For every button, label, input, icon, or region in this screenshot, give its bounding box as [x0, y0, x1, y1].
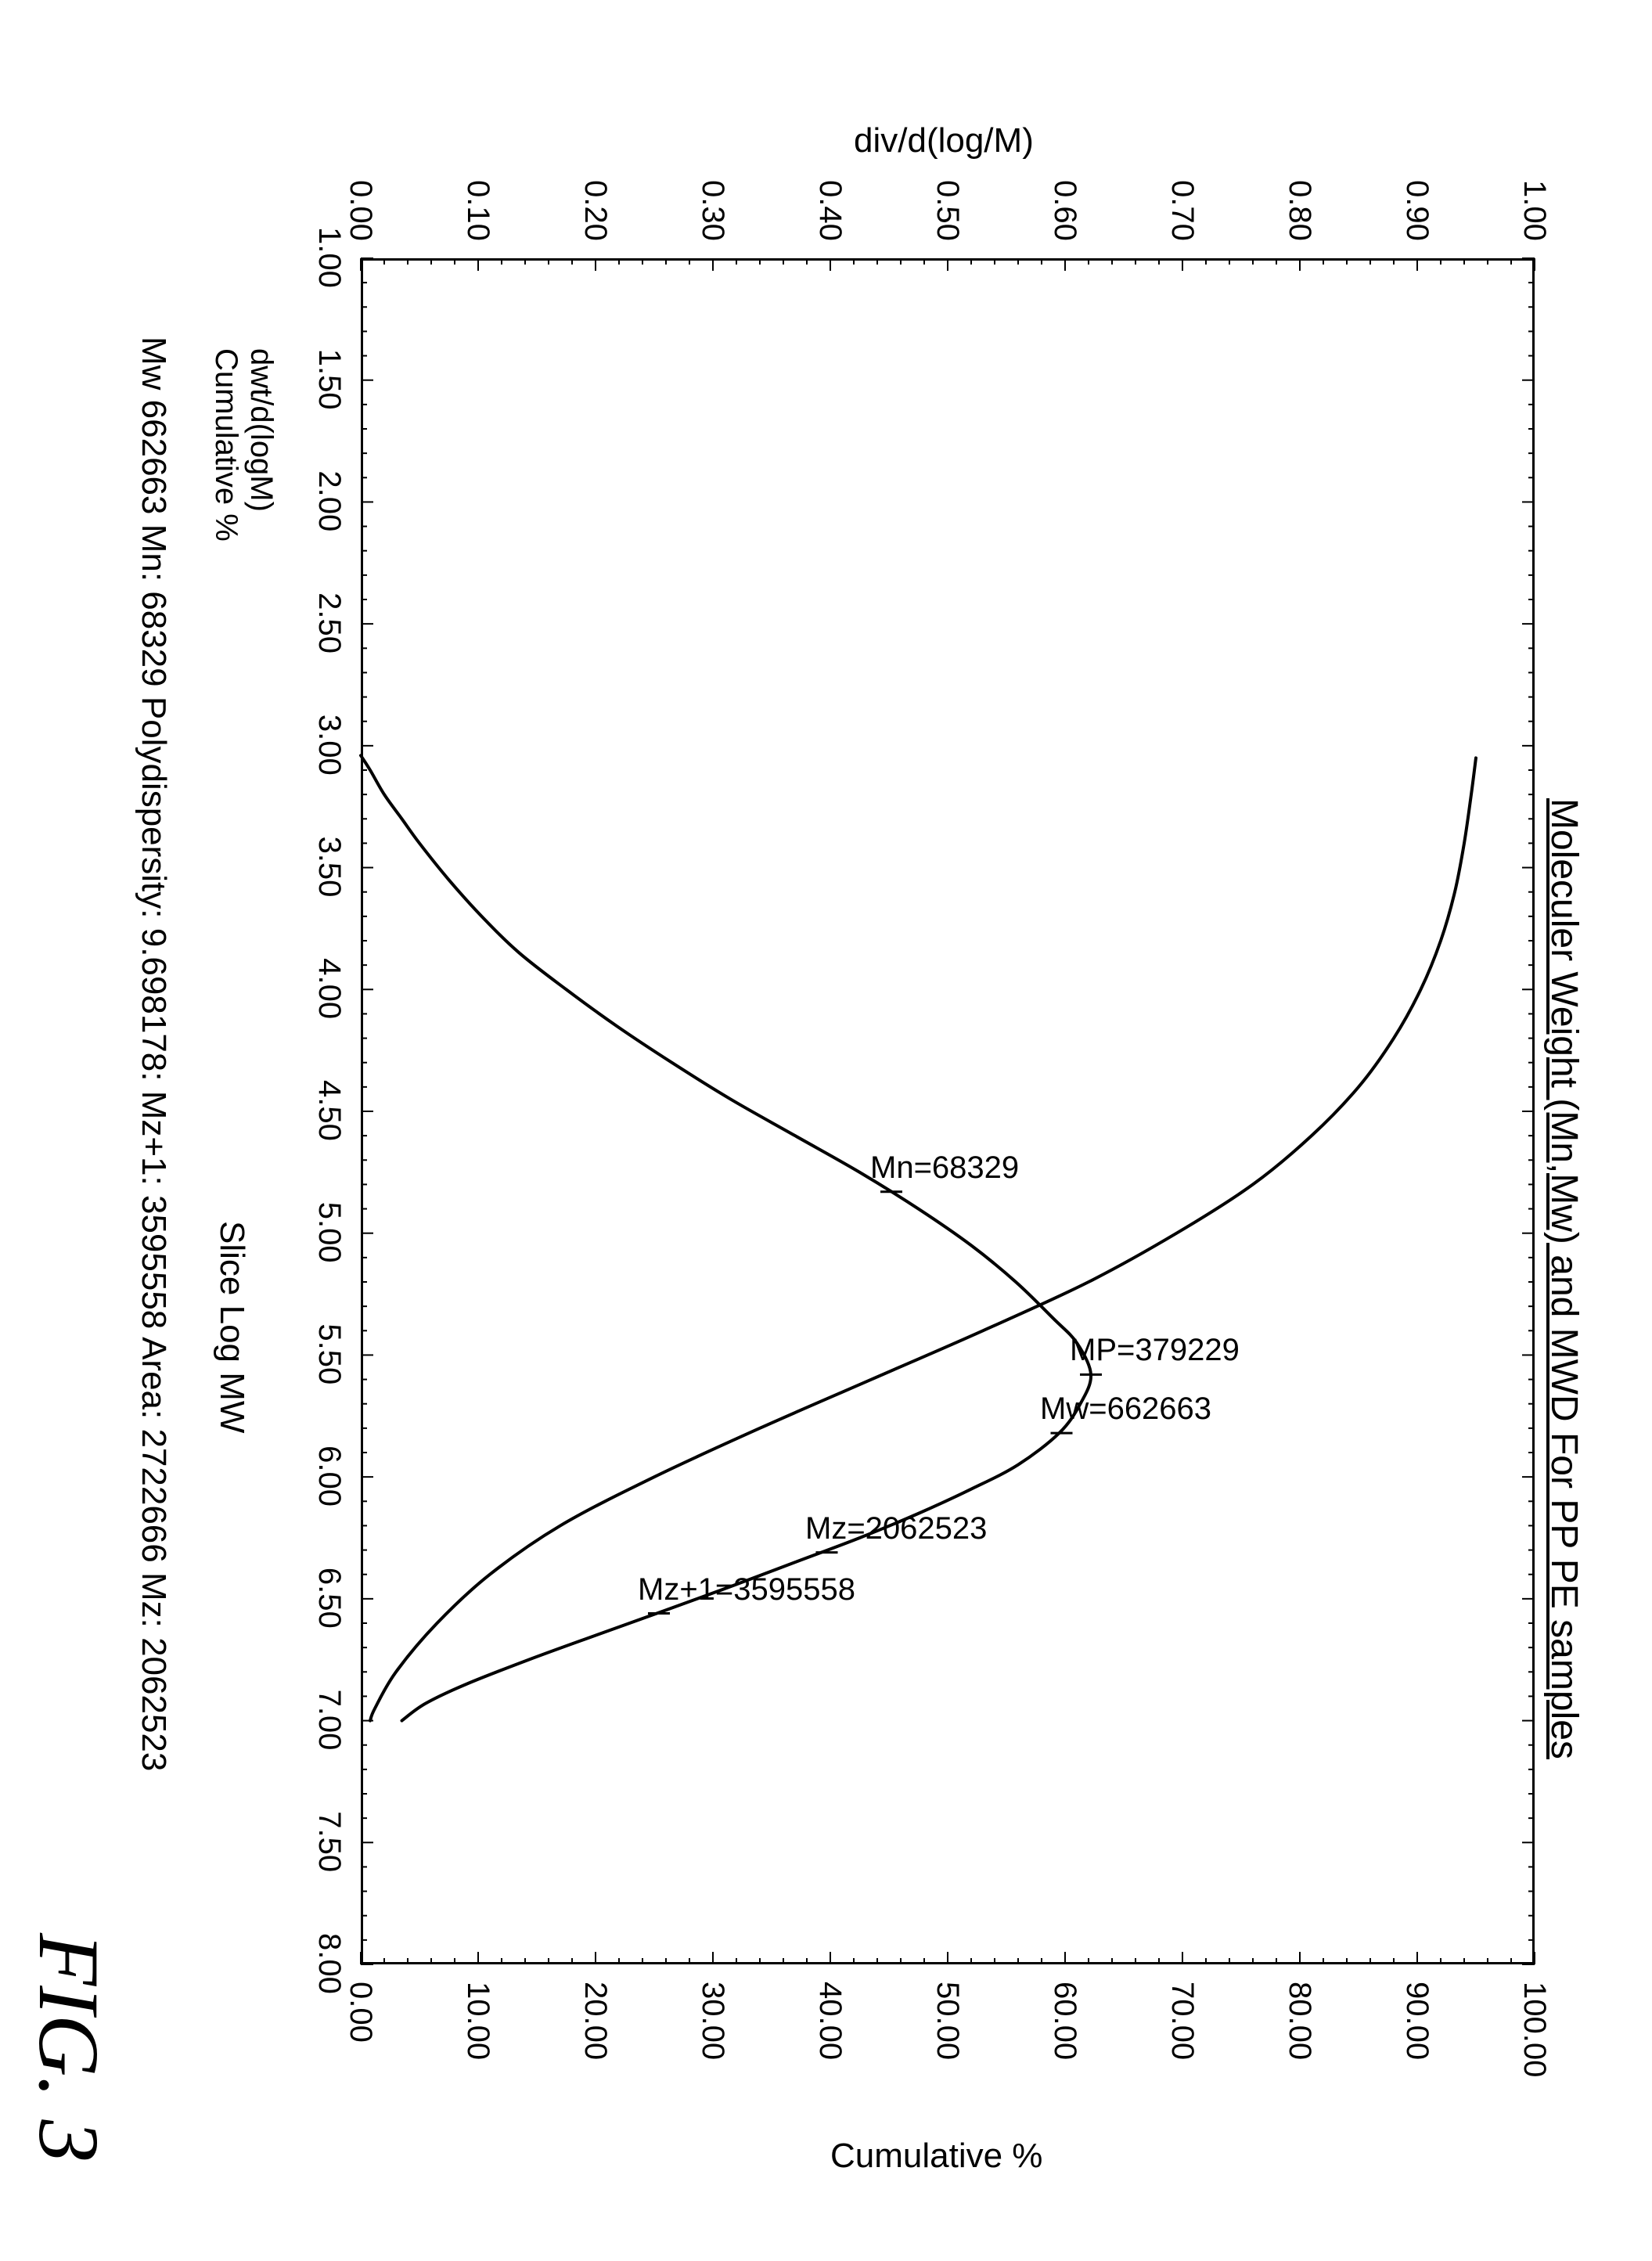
marker-label-mzplus1: Mz+1=3595558 — [638, 1572, 855, 1608]
x-tick-label-6: 4.00 — [311, 958, 347, 1019]
y-left-tick-label-3: 0.30 — [695, 180, 730, 241]
y-left-tick-label-8: 0.80 — [1282, 180, 1317, 241]
y-left-label: div/d(log/M) — [854, 121, 1034, 160]
y-right-tick-label-4: 40.00 — [812, 1982, 848, 2060]
plot-svg — [0, 0, 1652, 2261]
y-left-tick-label-6: 0.60 — [1047, 180, 1082, 241]
y-left-tick-label-0: 0.00 — [343, 180, 378, 241]
x-tick-label-13: 7.50 — [311, 1811, 347, 1872]
x-tick-label-12: 7.00 — [311, 1690, 347, 1751]
y-right-tick-label-0: 0.00 — [343, 1982, 378, 2043]
y-right-label: Cumulative % — [830, 2137, 1042, 2176]
y-right-tick-label-8: 80.00 — [1282, 1982, 1317, 2060]
rotated-content: Moleculer Weight (Mn,Mw) and MWD For PP … — [0, 0, 1652, 2261]
y-right-tick-label-6: 60.00 — [1047, 1982, 1082, 2060]
x-tick-label-4: 3.00 — [311, 715, 347, 776]
y-right-tick-label-10: 100.00 — [1517, 1982, 1552, 2077]
y-left-tick-label-5: 0.50 — [930, 180, 965, 241]
y-right-tick-label-3: 30.00 — [695, 1982, 730, 2060]
x-tick-label-8: 5.00 — [311, 1202, 347, 1263]
x-tick-label-10: 6.00 — [311, 1446, 347, 1507]
x-label: Slice Log MW — [212, 1221, 251, 1433]
marker-label-mz: Mz=2062523 — [806, 1511, 988, 1546]
x-tick-label-14: 8.00 — [311, 1933, 347, 1994]
y-left-tick-label-10: 1.00 — [1517, 180, 1552, 241]
y-left-tick-label-4: 0.40 — [812, 180, 848, 241]
marker-label-mp: MP=379229 — [1070, 1333, 1240, 1368]
x-tick-label-7: 4.50 — [311, 1080, 347, 1141]
y-left-tick-label-7: 0.70 — [1164, 180, 1200, 241]
y-right-tick-label-7: 70.00 — [1164, 1982, 1200, 2060]
legend-cumulative: Cumulative % — [208, 348, 243, 542]
y-left-tick-label-2: 0.20 — [578, 180, 613, 241]
legend-dwt: dwt/d(logM) — [243, 348, 279, 512]
marker-label-mn: Mn=68329 — [870, 1150, 1019, 1186]
chart-title: Moleculer Weight (Mn,Mw) and MWD For PP … — [1542, 798, 1585, 1759]
x-tick-label-5: 3.50 — [311, 837, 347, 898]
x-tick-label-3: 2.50 — [311, 592, 347, 653]
y-right-tick-label-9: 90.00 — [1399, 1982, 1434, 2060]
footer-stats: Mw 662663 Mn: 68329 Polydispersity: 9.69… — [134, 337, 173, 1771]
y-left-tick-label-9: 0.90 — [1399, 180, 1434, 241]
x-tick-label-2: 2.00 — [311, 470, 347, 531]
x-tick-label-11: 6.50 — [311, 1568, 347, 1629]
x-tick-label-9: 5.50 — [311, 1323, 347, 1384]
figure-caption: FIG. 3 — [19, 1933, 118, 2162]
page-root: Moleculer Weight (Mn,Mw) and MWD For PP … — [0, 0, 1652, 2261]
y-right-tick-label-2: 20.00 — [578, 1982, 613, 2060]
x-tick-label-1: 1.50 — [311, 349, 347, 410]
y-left-tick-label-1: 0.10 — [460, 180, 495, 241]
y-right-tick-label-5: 50.00 — [930, 1982, 965, 2060]
x-tick-label-0: 1.00 — [311, 227, 347, 288]
marker-label-mw: Mw=662663 — [1041, 1392, 1212, 1427]
y-right-tick-label-1: 10.00 — [460, 1982, 495, 2060]
